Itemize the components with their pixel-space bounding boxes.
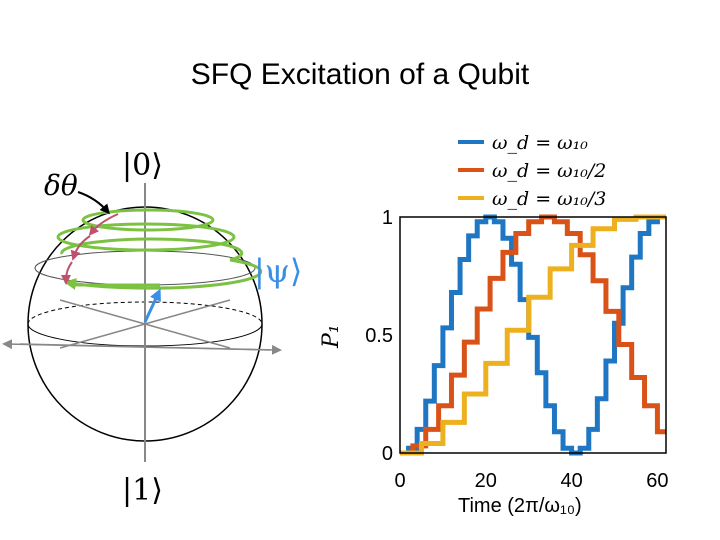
series-line-3 — [400, 214, 666, 456]
x-tick-label: 60 — [646, 470, 668, 492]
legend-label-1: ω_d = ω₁₀ — [492, 132, 588, 154]
legend: ω_d = ω₁₀ ω_d = ω₁₀/2 ω_d = ω₁₀/3 — [458, 132, 606, 210]
legend-label-2: ω_d = ω₁₀/2 — [492, 160, 606, 182]
y-tick-label: 0.5 — [365, 325, 393, 347]
series-layer — [400, 214, 666, 456]
x-axis-right — [19, 343, 282, 355]
psi-label: |ψ⟩ — [254, 252, 302, 290]
dtheta-label: δθ — [44, 169, 78, 202]
slide-title: SFQ Excitation of a Qubit — [190, 58, 530, 91]
bloch-sphere: |0⟩ |1⟩ |ψ⟩ δθ — [2, 148, 302, 508]
trajectory-spiral — [56, 208, 263, 290]
state-vector — [143, 288, 161, 323]
y-axis-2 — [59, 299, 231, 349]
x-axis-label: Time (2π/ω₁₀) — [458, 495, 582, 517]
y-tick-label: 0 — [382, 443, 393, 465]
x-tick-label: 40 — [560, 470, 582, 492]
plot-frame — [399, 216, 667, 454]
series-line-1 — [400, 214, 666, 456]
tick-layer: 0 20 40 60 0 0.5 1 — [365, 207, 668, 492]
ket-one-label: |1⟩ — [122, 473, 163, 508]
dtheta-pointer — [77, 191, 110, 215]
x-tick-label: 20 — [475, 470, 497, 492]
legend-label-3: ω_d = ω₁₀/3 — [492, 188, 606, 210]
kick-arrows — [61, 213, 119, 285]
ket-zero-label: |0⟩ — [122, 148, 163, 183]
y-tick-label: 1 — [382, 207, 393, 229]
x-tick-label: 0 — [394, 470, 405, 492]
y-axis-label: P₁ — [319, 324, 344, 349]
series-line-2 — [400, 214, 666, 456]
